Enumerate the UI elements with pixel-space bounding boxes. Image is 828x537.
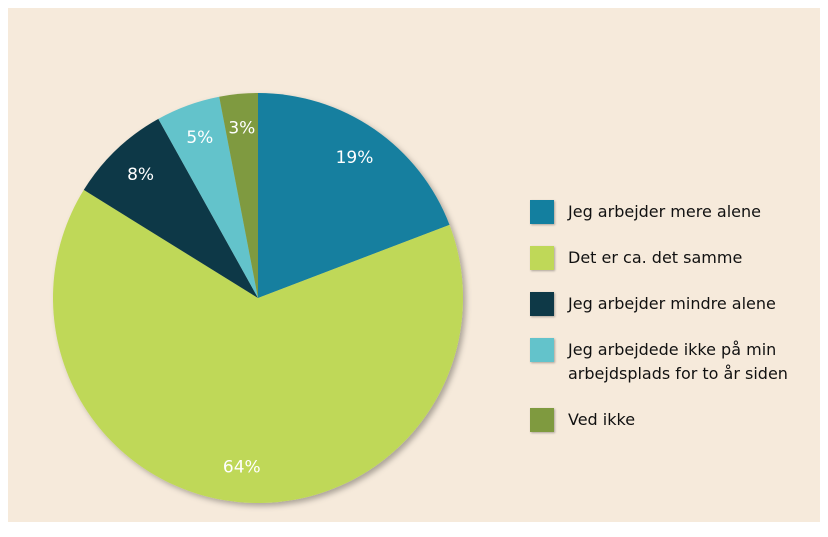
legend-item: Jeg arbejdede ikke på min arbejdsplads f… <box>530 338 828 386</box>
legend-label: Jeg arbejder mere alene <box>568 202 761 221</box>
legend-label: Det er ca. det samme <box>568 248 743 267</box>
legend-item: Det er ca. det samme <box>530 246 828 270</box>
legend-swatch <box>530 292 554 316</box>
legend-item: Jeg arbejder mere alene <box>530 200 828 224</box>
legend-swatch <box>530 338 554 362</box>
legend-label: Jeg arbejder mindre alene <box>568 294 776 313</box>
legend: Jeg arbejder mere alene Det er ca. det sa… <box>530 200 828 432</box>
legend-swatch <box>530 246 554 270</box>
legend-item: Ved ikke <box>530 408 828 432</box>
slice-label: 8% <box>127 165 154 185</box>
pie-slice <box>258 93 450 298</box>
legend-swatch <box>530 200 554 224</box>
pie-slice <box>219 93 258 298</box>
pie-slice <box>52 189 463 504</box>
slice-label: 64% <box>223 457 261 477</box>
slice-label: 3% <box>228 119 255 139</box>
pie <box>52 93 463 504</box>
slice-label: 19% <box>336 148 374 168</box>
slice-label: 5% <box>186 128 213 148</box>
pie-slice <box>83 118 258 299</box>
slice-labels: 19% 64% 8% 5% 3% <box>127 119 373 478</box>
legend-item: Jeg arbejder mindre alene <box>530 292 828 316</box>
legend-swatch <box>530 408 554 432</box>
legend-label: Jeg arbejdede ikke på min arbejdsplads f… <box>568 340 788 383</box>
legend-label: Ved ikke <box>568 410 636 429</box>
pie-slice <box>158 96 258 298</box>
